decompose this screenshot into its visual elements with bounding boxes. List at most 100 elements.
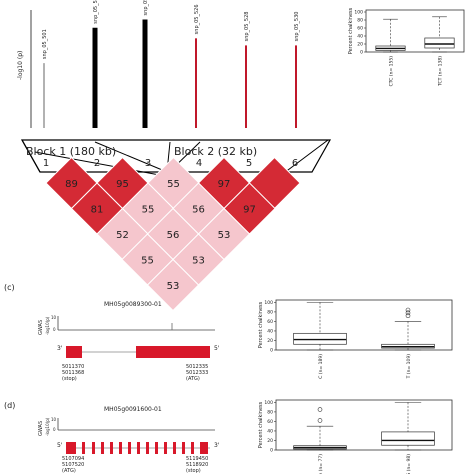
d-right-coords-line-1: 5119450 [186,456,208,462]
box-d-xlabel-1: A (n= 77) [318,454,324,474]
panel-c-strand-right: 5' [214,345,220,352]
ld-value-3-6: 53 [218,230,231,241]
box-c-box-1 [293,332,347,345]
marker-numbers: 1 2 3 4 5 6 [43,158,298,169]
panel-c-exon-2 [136,346,210,358]
ld-cell-1-6 [146,258,200,312]
d-right-coords-line-3: (stop) [186,468,201,474]
panel-c-gwas-sub: -log10(p) [45,316,50,335]
ld-value-1-5: 55 [141,256,154,267]
panel-c-strand-left: 3' [57,345,63,352]
panel-d-exon-2 [82,442,85,454]
box-d-frame [275,399,453,451]
block1-label: Block 1 (180 kb) [26,145,116,158]
panel-d-left-coords: 5107094 5107520 (ATG) [62,456,84,474]
ld-value-2-4: 55 [142,205,155,216]
panel-d-exon-10 [155,442,158,454]
panel-d: (d) MH05g0091600-01 GWAS -log10(p) 10 0 … [4,399,453,474]
ld-value-1-3: 81 [91,205,104,216]
box-d-outlier-1-1 [317,418,323,423]
c-left-coords-line-3: (stop) [62,376,77,382]
panel-c-label: (c) [4,283,15,292]
box-d-ytick-label-60: 60 [267,419,273,425]
box-b-xlabel-2: TCT (n= 138) [438,56,444,87]
box-c-xlabel-2: T (n= 109) [406,354,412,380]
marker-number-6: 6 [292,158,298,169]
block2-right-edge [279,139,329,177]
panel-d-gene-id: MH05g0091600-01 [104,406,162,413]
marker-number-2: 2 [94,158,100,169]
box-c-ylabel: Percent chalkiness [258,301,264,348]
box-b-ytick-label-0: 0 [360,50,363,56]
panel-d-tick-10: 10 [51,417,57,422]
marker-number-3: 3 [145,158,151,169]
box-b-ytick-label-20: 20 [357,42,363,48]
panel-c-tick-10: 10 [51,315,57,320]
panel-c: (c) MH05g0089300-01 GWAS -log10(p) 10 0 … [4,283,453,382]
panel-c-right-coords: 5012335 5012333 (ATG) [186,364,208,382]
panel-d-tick-0: 0 [53,427,56,432]
panel-d-exons [66,442,208,454]
marker-number-4: 4 [196,158,202,169]
box-c-outlier-2-1 [405,313,411,319]
box-c-frame [275,299,453,351]
snp-labels: snp_05_501 snp_05_510 snp_05_519 snp_05_526… [42,0,300,59]
c-right-coords-line-3: (ATG) [186,376,200,382]
ld-value-2-6: 53 [192,256,205,267]
panel-d-exon-6 [119,442,122,454]
box-d-ytick-label-40: 40 [267,428,273,434]
snp-label-4: snp_05_526 [194,4,200,34]
panel-d-exon-9 [146,442,149,454]
panel-d-exon-15 [200,442,208,454]
ld-value-4-6: 97 [243,205,256,216]
box-d-outlier-1-2 [317,407,323,412]
ld-value-1-4: 52 [116,230,129,241]
d-right-coords-line-2: 5118920 [186,462,208,468]
panel-d-right-coords: 5119450 5118920 (stop) [186,456,208,474]
panel-d-exon-1 [66,442,76,454]
panel-d-exon-4 [101,442,104,454]
ld-value-1-2: 89 [65,179,78,190]
c-right-coords-line-1: 5012335 [186,364,208,370]
snp-axis-label: -log10 (p) [17,51,24,80]
box-b-ytick-label-100: 100 [354,10,363,16]
block1-diagonal [34,151,166,177]
panel-d-label: (d) [4,401,15,410]
panel-d-exon-5 [110,442,113,454]
box-c-ytick-label-40: 40 [267,328,273,334]
ld-value-1-6: 53 [167,281,180,292]
panel-c-left-coords: 5011370 5011368 (stop) [62,364,84,382]
d-left-coords-line-3: (ATG) [62,468,76,474]
panel-c-gene-id: MH05g0089300-01 [104,301,162,308]
panel-d-strand-right: 3' [214,442,220,449]
snp-label-1: snp_05_501 [42,29,48,59]
box-b-ytick-label-60: 60 [357,26,363,32]
panel-d-exon-3 [92,442,95,454]
panel-d-gwas-sub: -log10(p) [45,417,50,436]
marker-number-1: 1 [43,158,49,169]
ld-value-3-5: 56 [192,205,205,216]
box-b-frame [365,9,465,53]
box-c-ytick-label-0: 0 [270,348,273,354]
box-d-ytick-label-80: 80 [267,409,273,415]
box-c-xlabel-1: C (n= 189) [318,354,324,379]
marker-number-5: 5 [246,158,252,169]
panel-d-exon-13 [182,442,185,454]
snp-label-6: snp_05_530 [294,12,300,42]
d-left-coords-line-2: 5107520 [62,462,84,468]
ld-value-3-4: 55 [167,179,180,190]
c-left-coords-line-2: 5011368 [62,370,84,376]
panel-d-exon-11 [164,442,167,454]
panel-c-gwas-label: GWAS [38,320,44,335]
box-d-ytick-label-0: 0 [270,448,273,454]
panel-d-exon-8 [137,442,140,454]
box-c-ytick-label-100: 100 [264,300,273,306]
box-d-ylabel: Percent chalkiness [258,401,264,448]
box-d-xlabel-2: G (n= 98) [406,454,412,474]
panel-d-exon-14 [191,442,194,454]
box-c-outlier-2-2 [405,310,411,316]
